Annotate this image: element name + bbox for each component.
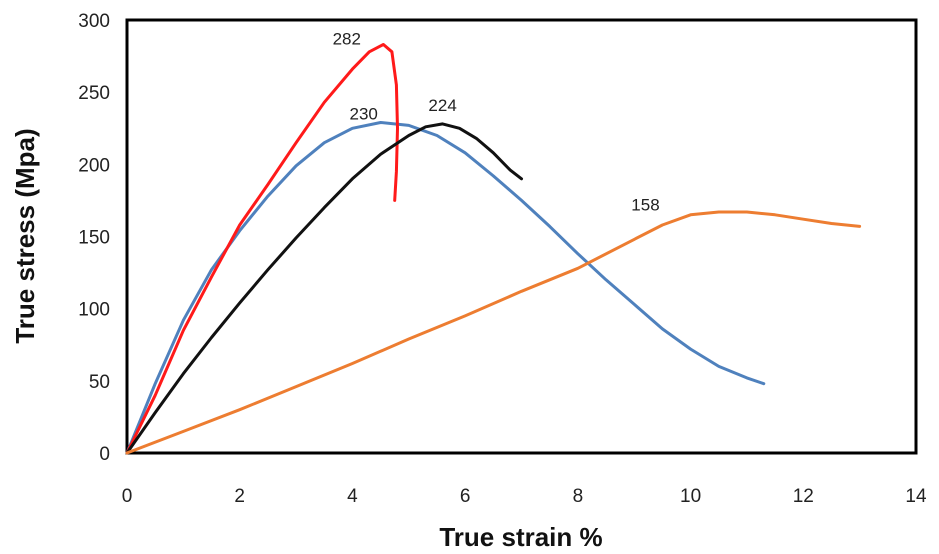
annotation-layer: 282 230 224 158 (333, 30, 660, 215)
x-tick-label: 8 (573, 486, 584, 507)
y-tick-label: 200 (78, 155, 110, 176)
y-tick-label: 100 (78, 300, 110, 321)
y-tick-label: 300 (78, 11, 110, 32)
x-tick-label: 0 (122, 486, 133, 507)
x-tick-label: 6 (460, 486, 471, 507)
x-axis-ticks: 0 2 4 6 8 10 12 14 (122, 486, 927, 507)
y-tick-label: 0 (99, 444, 110, 465)
y-tick-label: 50 (89, 372, 110, 393)
y-tick-label: 150 (78, 228, 110, 249)
x-axis-title: True strain % (439, 522, 602, 552)
data-label: 158 (631, 196, 659, 215)
x-tick-label: 2 (234, 486, 245, 507)
series-line-1 (125, 121, 766, 455)
series-line-2 (125, 43, 399, 455)
data-label: 224 (428, 96, 456, 115)
x-tick-label: 12 (793, 486, 814, 507)
series-layer (125, 43, 862, 455)
y-axis-ticks: 0 50 100 150 200 250 300 (78, 11, 110, 465)
series-line-4 (125, 210, 862, 455)
x-tick-label: 10 (680, 486, 701, 507)
x-tick-label: 4 (347, 486, 358, 507)
plot-frame (125, 18, 918, 455)
data-label: 230 (350, 105, 378, 124)
y-tick-label: 250 (78, 83, 110, 104)
data-label: 282 (333, 30, 361, 49)
series-line-3 (125, 122, 523, 455)
x-tick-label: 14 (905, 486, 927, 507)
y-axis-title: True stress (Mpa) (10, 128, 40, 343)
